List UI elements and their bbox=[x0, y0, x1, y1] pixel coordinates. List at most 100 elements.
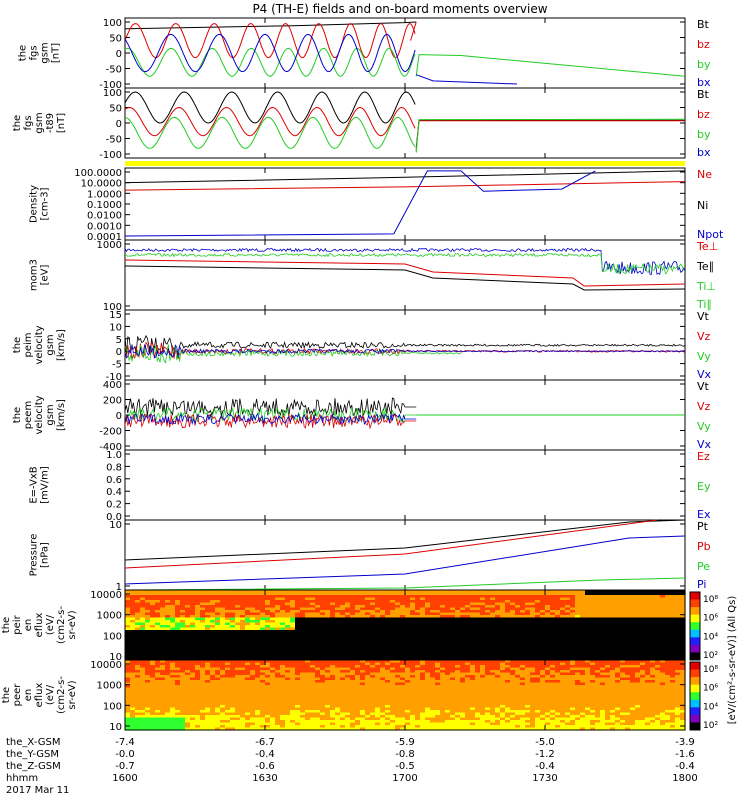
spectrogram-cell bbox=[125, 667, 131, 671]
spectrogram-cell bbox=[300, 712, 306, 716]
spectrogram-cell bbox=[130, 640, 136, 644]
spectrogram-cell bbox=[320, 687, 326, 691]
spectrogram-cell bbox=[160, 645, 166, 649]
spectrogram-cell bbox=[230, 607, 236, 611]
spectrogram-cell bbox=[225, 637, 231, 641]
spectrogram-cell bbox=[165, 660, 171, 664]
spectrogram-cell bbox=[185, 707, 191, 711]
spectrogram-cell bbox=[575, 647, 581, 651]
spectrogram-cell bbox=[240, 707, 246, 711]
spectrogram-cell bbox=[205, 625, 211, 629]
panel-1-legend-item: by bbox=[697, 128, 711, 141]
spectrogram-cell bbox=[340, 665, 346, 669]
spectrogram-cell bbox=[270, 700, 276, 704]
spectrogram-cell bbox=[340, 682, 346, 686]
spectrogram-cell bbox=[545, 612, 551, 616]
spectrogram-cell bbox=[230, 660, 236, 664]
series-t89-by-line bbox=[124, 116, 416, 149]
spectrogram-cell bbox=[385, 635, 391, 639]
spectrogram-cell bbox=[315, 720, 321, 724]
spectrogram-cell bbox=[395, 640, 401, 644]
spectrogram-cell bbox=[250, 672, 256, 676]
spectrogram-cell bbox=[635, 630, 641, 634]
spectrogram-cell bbox=[655, 657, 661, 661]
spectrogram-cell bbox=[485, 630, 491, 634]
spectrogram-cell bbox=[150, 725, 156, 729]
spectrogram-cell bbox=[625, 637, 631, 641]
spectrogram-cell bbox=[450, 622, 456, 626]
spectrogram-cell bbox=[240, 677, 246, 681]
spectrogram-cell bbox=[180, 702, 186, 706]
spectrogram-cell bbox=[245, 627, 251, 631]
spectrogram-cell bbox=[155, 672, 161, 676]
spectrogram-cell bbox=[420, 625, 426, 629]
spectrogram-cell bbox=[435, 607, 441, 611]
spectrogram-cell bbox=[545, 652, 551, 656]
spectrogram-cell bbox=[635, 617, 641, 621]
spectrogram-cell bbox=[465, 645, 471, 649]
spectrogram-cell bbox=[265, 710, 271, 714]
spectrogram-cell bbox=[275, 627, 281, 631]
spectrogram-cell bbox=[505, 597, 511, 601]
spectrogram-cell bbox=[215, 600, 221, 604]
spectrogram-cell bbox=[290, 662, 296, 666]
spectrogram-cell bbox=[600, 617, 606, 621]
spectrogram-cell bbox=[180, 682, 186, 686]
spectrogram-cell bbox=[335, 620, 341, 624]
spectrogram-cell bbox=[205, 617, 211, 621]
spectrogram-cell bbox=[145, 717, 151, 721]
spectrogram-cell bbox=[160, 707, 166, 711]
spectrogram-cell bbox=[350, 627, 356, 631]
spectrogram-cell bbox=[270, 645, 276, 649]
spectrogram-cell bbox=[385, 665, 391, 669]
spectrogram-cell bbox=[260, 605, 266, 609]
spectrogram-cell bbox=[280, 675, 286, 679]
spectrogram-cell bbox=[295, 642, 301, 646]
spectrogram-cell bbox=[330, 685, 336, 689]
spectrogram-cell bbox=[320, 710, 326, 714]
spectrogram-cell bbox=[200, 685, 206, 689]
spectrogram-cell bbox=[230, 680, 236, 684]
spectrogram-cell bbox=[310, 722, 316, 726]
spectrogram-cell bbox=[400, 612, 406, 616]
spectrogram-cell bbox=[650, 625, 656, 629]
spectrogram-cell bbox=[600, 630, 606, 634]
spectrogram-cell bbox=[160, 662, 166, 666]
spectrogram-cell bbox=[405, 650, 411, 654]
spectrogram-cell bbox=[165, 617, 171, 621]
spectrogram-cell bbox=[370, 680, 376, 684]
spectrogram-cell bbox=[465, 630, 471, 634]
spectrogram-cell bbox=[185, 667, 191, 671]
spectrogram-cell bbox=[265, 672, 271, 676]
spectrogram-cell bbox=[515, 622, 521, 626]
spectrogram-cell bbox=[250, 647, 256, 651]
spectrogram-cell bbox=[340, 677, 346, 681]
spectrogram-cell bbox=[620, 600, 626, 604]
spectrogram-cell bbox=[325, 660, 331, 664]
spectrogram-cell bbox=[455, 602, 461, 606]
spectrogram-cell bbox=[260, 710, 266, 714]
panel-2-ylabel-line: [cm-3] bbox=[40, 187, 51, 220]
spectrogram-cell bbox=[280, 670, 286, 674]
spectrogram-cell bbox=[140, 657, 146, 661]
spectrogram-cell bbox=[225, 702, 231, 706]
spectrogram-cell bbox=[260, 682, 266, 686]
spectrogram-cell bbox=[380, 605, 386, 609]
spectrogram-cell bbox=[445, 612, 451, 616]
spectrogram-cell bbox=[295, 690, 301, 694]
spectrogram-cell bbox=[615, 637, 621, 641]
spectrogram-cell bbox=[185, 697, 191, 701]
spectrogram-cell bbox=[410, 657, 416, 661]
spectrogram-cell bbox=[610, 620, 616, 624]
spectrogram-cell bbox=[600, 655, 606, 659]
spectrogram-cell bbox=[195, 642, 201, 646]
spectrogram-cell bbox=[325, 640, 331, 644]
spectrogram-cell bbox=[310, 602, 316, 606]
spectrogram-cell bbox=[615, 622, 621, 626]
spectrogram-cell bbox=[430, 622, 436, 626]
spectrogram-cell bbox=[260, 627, 266, 631]
spectrogram-cell bbox=[510, 632, 516, 636]
spectrogram-cell bbox=[290, 715, 296, 719]
spectrogram-cell bbox=[655, 607, 661, 611]
spectrogram-cell bbox=[295, 600, 301, 604]
